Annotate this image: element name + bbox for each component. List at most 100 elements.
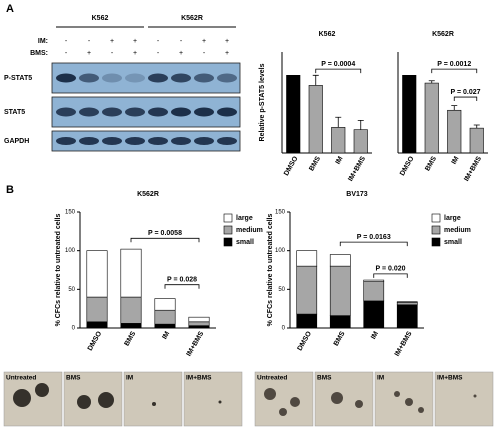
colony — [218, 400, 222, 404]
treatment-sign: + — [179, 50, 183, 57]
panel-label: A — [6, 3, 14, 15]
bar — [286, 75, 301, 154]
image-label: Untreated — [257, 375, 287, 382]
blot-band — [102, 73, 122, 83]
x-tick-label: IM — [451, 155, 461, 165]
significance-bracket — [373, 273, 408, 278]
blot-band — [217, 137, 237, 145]
colony — [77, 395, 91, 409]
bar-segment — [154, 309, 176, 325]
colony-image — [314, 371, 374, 427]
x-tick-label: DMSO — [399, 155, 416, 177]
blot-band — [171, 73, 191, 83]
colony-image — [434, 371, 494, 427]
blot-band — [171, 137, 191, 145]
blot-row-label: STAT5 — [4, 109, 25, 116]
blot-band — [217, 107, 237, 117]
p-value: P = 0.027 — [450, 89, 480, 96]
significance-bracket — [130, 237, 200, 243]
x-tick-label: BMS — [123, 330, 137, 347]
bar-segment — [396, 304, 418, 329]
legend-swatch — [223, 213, 233, 223]
bar-segment — [86, 296, 108, 323]
colony — [331, 392, 343, 404]
bar — [331, 127, 346, 154]
bar — [308, 85, 323, 154]
legend-label: small — [236, 239, 254, 246]
bar-segment — [296, 265, 318, 315]
legend-label: large — [236, 215, 253, 222]
legend-swatch — [431, 213, 441, 223]
bar — [469, 127, 484, 154]
error-bar — [335, 116, 342, 128]
treatment-sign: + — [87, 50, 91, 57]
y-tick-label: 100 — [275, 248, 286, 254]
bar — [447, 109, 462, 154]
blot-band — [56, 73, 76, 83]
x-tick-label: DMSO — [297, 330, 314, 352]
bar-segment — [86, 321, 108, 329]
significance-bracket — [315, 68, 362, 74]
y-tick-label: 50 — [278, 287, 285, 293]
p-value: P = 0.0004 — [321, 61, 355, 68]
treatment-sign: + — [110, 38, 114, 45]
error-bar — [451, 105, 458, 111]
chart-title: BV173 — [346, 191, 368, 198]
chart-title: K562R — [137, 191, 159, 198]
blot-band — [148, 107, 168, 117]
p-value: P = 0.0012 — [437, 61, 471, 68]
significance-bracket — [453, 96, 478, 102]
bar-segment — [296, 250, 318, 267]
x-tick-label: BMS — [333, 330, 347, 347]
x-tick-label: IM+BMS — [463, 155, 483, 183]
treatment-sign: - — [111, 50, 114, 57]
significance-bracket — [164, 284, 200, 289]
y-tick-label: 150 — [65, 210, 76, 216]
blot-band — [171, 107, 191, 117]
treatment-sign: - — [65, 38, 68, 45]
x-tick-label: IM — [161, 330, 171, 340]
legend-swatch — [223, 225, 233, 235]
treatment-sign: + — [202, 38, 206, 45]
colony — [98, 392, 114, 408]
treatment-sign: - — [157, 38, 160, 45]
blot-band — [125, 73, 145, 83]
bar-segment — [329, 265, 351, 316]
colony-image — [374, 371, 434, 427]
legend-label: medium — [444, 227, 471, 234]
x-tick-label: DMSO — [87, 330, 104, 352]
bar-segment — [120, 248, 142, 298]
error-bar — [357, 119, 364, 130]
blot-band — [79, 137, 99, 145]
bar-segment — [120, 323, 142, 329]
blot-band — [194, 73, 214, 83]
treatment-sign: - — [88, 38, 91, 45]
bar-segment — [329, 254, 351, 267]
y-axis-label: % CFCs relative to untreated cells — [55, 213, 62, 326]
x-tick-label: IM+BMS — [347, 155, 367, 183]
treatment-label: BMS: — [30, 50, 48, 57]
treatment-sign: + — [133, 50, 137, 57]
colony — [264, 388, 276, 400]
blot-row-label: GAPDH — [4, 138, 29, 145]
bar-segment — [363, 279, 385, 282]
significance-bracket — [339, 241, 408, 247]
bar-segment — [363, 281, 385, 302]
y-tick-label: 0 — [282, 326, 286, 332]
blot-row-label: P-STAT5 — [4, 75, 32, 82]
error-bar — [428, 80, 435, 84]
bar-segment — [120, 296, 142, 324]
bar — [402, 75, 417, 154]
y-tick-label: 150 — [275, 210, 286, 216]
p-value: P = 0.0058 — [148, 230, 182, 237]
p-value: P = 0.028 — [167, 277, 197, 284]
colony-image — [183, 371, 243, 427]
y-tick-label: 50 — [68, 287, 75, 293]
colony — [405, 398, 413, 406]
image-label: IM+BMS — [186, 375, 212, 382]
blot-band — [102, 107, 122, 117]
image-label: BMS — [317, 375, 332, 382]
bar — [353, 129, 368, 154]
legend-swatch — [223, 237, 233, 247]
bar-segment — [86, 250, 108, 298]
